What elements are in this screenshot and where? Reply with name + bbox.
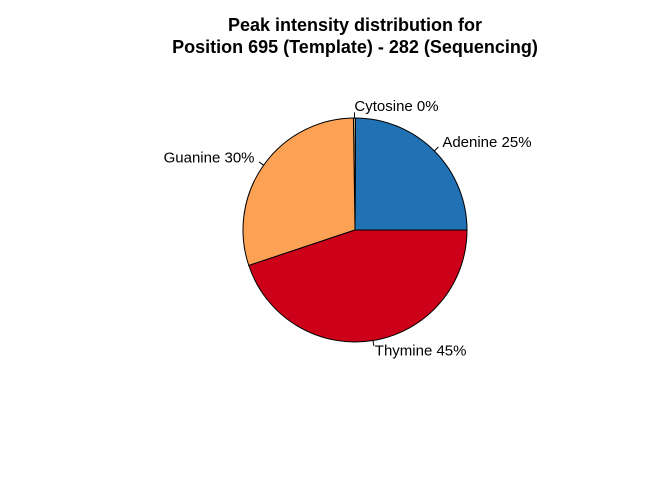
chart-title-line-2: Position 695 (Template) - 282 (Sequencin…	[172, 37, 538, 57]
pie-label-guanine: Guanine 30%	[164, 150, 255, 167]
pie-label-cytosine: Cytosine 0%	[354, 98, 438, 115]
pie-label-tick-guanine	[258, 161, 264, 166]
chart-title-line-1: Peak intensity distribution for	[227, 15, 483, 35]
pie-label-thymine: Thymine 45%	[375, 343, 467, 360]
pie-label-tick-adenine	[434, 146, 439, 152]
pie-label-adenine: Adenine 25%	[442, 134, 531, 151]
pie-label-tick-thymine	[372, 340, 375, 347]
chart-title: Peak intensity distribution for Position…	[0, 14, 672, 58]
